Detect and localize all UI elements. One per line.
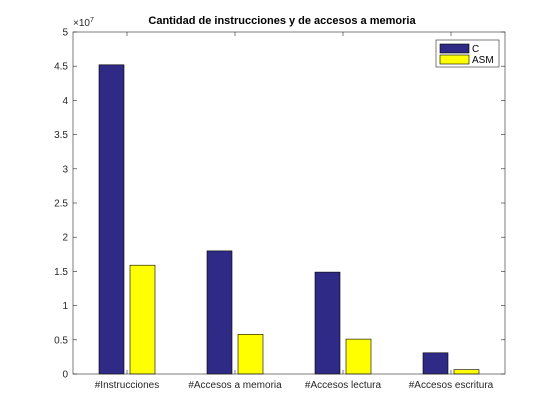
bar-asm-2 — [345, 338, 372, 375]
bar-asm-3 — [453, 369, 480, 375]
y-tick-label-5: 2.5 — [54, 199, 68, 210]
y-tick-label-10: 5 — [62, 28, 68, 39]
ticks-group: 0 0.5 1 1.5 2 2.5 3 3.5 4 4.5 5 #Instrucciones #Acce… — [54, 28, 505, 391]
bar-c-0 — [98, 64, 125, 375]
y-exponent-power: 7 — [90, 17, 94, 24]
bar-c-2 — [314, 271, 341, 375]
y-tick-label-3: 1.5 — [54, 267, 68, 278]
x-tick-label-2: #Accesos lectura — [305, 380, 382, 391]
legend-label-asm: ASM — [472, 55, 494, 66]
x-tick-label-3: #Accesos escritura — [409, 380, 494, 391]
bar-c-1 — [206, 250, 233, 375]
bar-c-3 — [422, 352, 449, 375]
y-tick-label-9: 4.5 — [54, 62, 68, 73]
bar-asm-1 — [237, 333, 264, 375]
x-tick-label-0: #Instrucciones — [95, 380, 159, 391]
y-tick-label-2: 1 — [62, 301, 68, 312]
y-exponent-base: ×10 — [73, 18, 90, 29]
chart-title: Cantidad de instrucciones y de accesos a… — [148, 15, 416, 27]
y-tick-label-4: 2 — [62, 233, 68, 244]
legend-label-c: C — [472, 44, 479, 55]
y-tick-label-6: 3 — [62, 164, 68, 175]
bar-asm-0 — [129, 264, 156, 375]
bars-group — [98, 64, 480, 375]
legend-swatch-c — [439, 43, 470, 54]
legend-swatch-asm — [439, 54, 470, 65]
x-tick-label-1: #Accesos a memoria — [188, 380, 282, 391]
y-tick-label-1: 0.5 — [54, 335, 68, 346]
y-axis-exponent: ×107 — [73, 17, 94, 29]
y-tick-label-7: 3.5 — [54, 130, 68, 141]
y-tick-label-0: 0 — [62, 370, 68, 381]
y-tick-label-8: 4 — [62, 96, 68, 107]
